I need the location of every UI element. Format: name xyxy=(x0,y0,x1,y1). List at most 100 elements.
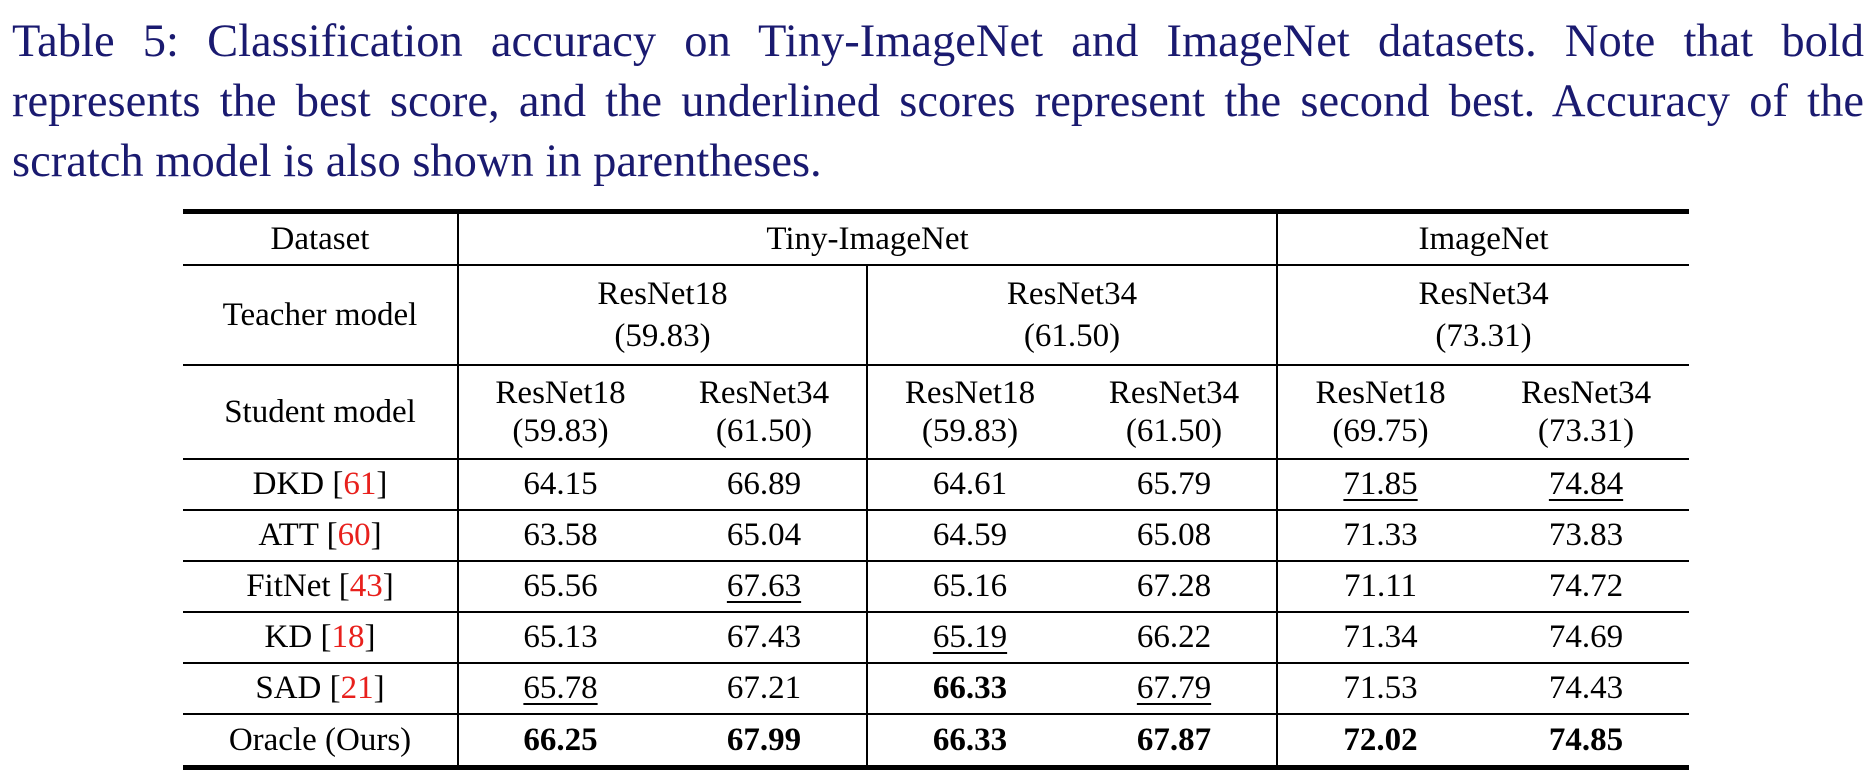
citation-bracket: ] xyxy=(373,670,385,706)
score-cell: 73.83 xyxy=(1483,510,1690,562)
teacher-acc: (61.50) xyxy=(1023,318,1121,354)
method-cell: ATT [60] xyxy=(183,510,459,562)
citation-link[interactable]: 21 xyxy=(340,670,374,706)
student-cell: ResNet18 (59.83) xyxy=(867,365,1072,460)
student-name: ResNet34 xyxy=(1108,375,1240,411)
method-cell: Oracle (Ours) xyxy=(183,714,459,770)
score-value: 66.22 xyxy=(1136,619,1212,655)
second-best-score: 74.84 xyxy=(1548,466,1624,502)
teacher-cell: ResNet34 (61.50) xyxy=(867,265,1279,366)
score-cell: 66.22 xyxy=(1072,612,1279,664)
student-acc: (59.83) xyxy=(921,413,1019,449)
score-cell: 71.11 xyxy=(1277,561,1484,613)
score-cell: 74.84 xyxy=(1483,459,1690,511)
score-cell: 65.16 xyxy=(867,561,1072,613)
score-cell: 66.89 xyxy=(662,459,868,511)
citation-link[interactable]: 60 xyxy=(337,517,371,553)
score-value: 65.16 xyxy=(932,568,1008,604)
best-score: 67.99 xyxy=(726,721,802,758)
score-value: 65.56 xyxy=(523,568,598,604)
score-cell: 74.43 xyxy=(1483,663,1690,715)
second-best-score: 67.79 xyxy=(1136,670,1212,706)
student-cell: ResNet18 (59.83) xyxy=(458,365,662,460)
score-value: 65.79 xyxy=(1136,466,1212,502)
citation-link[interactable]: 61 xyxy=(343,466,377,502)
citation-link[interactable]: 43 xyxy=(349,568,383,604)
student-acc: (61.50) xyxy=(1125,413,1223,449)
results-table: Dataset Tiny-ImageNet ImageNet Teacher m… xyxy=(183,209,1690,770)
method-name: SAD [ xyxy=(255,670,341,706)
student-acc: (61.50) xyxy=(715,413,813,449)
score-cell: 67.87 xyxy=(1072,714,1279,770)
method-cell: DKD [61] xyxy=(183,459,459,511)
score-cell: 67.99 xyxy=(662,714,868,770)
score-value: 73.83 xyxy=(1548,517,1624,553)
score-cell: 65.56 xyxy=(458,561,662,613)
best-score: 72.02 xyxy=(1343,721,1418,758)
method-cell: SAD [21] xyxy=(183,663,459,715)
score-cell: 65.19 xyxy=(867,612,1072,664)
score-cell: 65.79 xyxy=(1072,459,1279,511)
score-value: 71.53 xyxy=(1343,670,1418,706)
score-cell: 66.25 xyxy=(458,714,662,770)
score-value: 71.11 xyxy=(1344,568,1418,604)
second-best-score: 65.78 xyxy=(523,670,598,706)
score-value: 71.33 xyxy=(1343,517,1418,553)
score-cell: 71.53 xyxy=(1277,663,1484,715)
student-name: ResNet18 xyxy=(495,375,626,411)
method-name: KD [ xyxy=(264,619,332,655)
score-value: 74.72 xyxy=(1548,568,1624,604)
table-body: DKD [61] 64.15 66.89 64.61 65.79 71.85 74.84 AT… xyxy=(183,459,1690,770)
score-cell: 64.15 xyxy=(458,459,662,511)
table-row: DKD [61] 64.15 66.89 64.61 65.79 71.85 74.84 xyxy=(183,459,1690,511)
citation-link[interactable]: 18 xyxy=(331,619,365,655)
table-row: KD [18] 65.13 67.43 65.19 66.22 71.34 74.69 xyxy=(183,612,1690,664)
score-cell: 65.04 xyxy=(662,510,868,562)
student-name: ResNet34 xyxy=(1520,375,1652,411)
method-name: FitNet [ xyxy=(246,568,350,604)
best-score: 66.25 xyxy=(523,721,598,758)
score-cell: 74.85 xyxy=(1483,714,1690,770)
dataset-header-row: Dataset Tiny-ImageNet ImageNet xyxy=(183,209,1690,266)
score-value: 67.43 xyxy=(726,619,802,655)
score-value: 65.08 xyxy=(1136,517,1212,553)
teacher-cell: ResNet18 (59.83) xyxy=(458,265,868,366)
score-cell: 65.13 xyxy=(458,612,662,664)
second-best-score: 71.85 xyxy=(1343,466,1418,502)
student-cell: ResNet18 (69.75) xyxy=(1277,365,1484,460)
teacher-header-row: Teacher model ResNet18 (59.83) ResNet34 … xyxy=(183,265,1690,366)
dataset-imagenet: ImageNet xyxy=(1277,209,1690,266)
score-value: 65.13 xyxy=(523,619,598,655)
teacher-acc: (59.83) xyxy=(614,318,711,354)
score-value: 64.15 xyxy=(523,466,598,502)
student-cell: ResNet34 (73.31) xyxy=(1483,365,1690,460)
best-score: 74.85 xyxy=(1548,721,1624,758)
teacher-acc: (73.31) xyxy=(1435,318,1532,354)
student-label: Student model xyxy=(183,365,459,460)
score-value: 67.28 xyxy=(1136,568,1212,604)
best-score: 66.33 xyxy=(932,721,1008,758)
best-score: 66.33 xyxy=(932,670,1008,706)
second-best-score: 65.19 xyxy=(932,619,1008,655)
student-acc: (59.83) xyxy=(512,413,609,449)
score-cell: 63.58 xyxy=(458,510,662,562)
score-cell: 64.61 xyxy=(867,459,1072,511)
table-row: SAD [21] 65.78 67.21 66.33 67.79 71.53 74.43 xyxy=(183,663,1690,715)
citation-bracket: ] xyxy=(382,568,394,604)
student-cell: ResNet34 (61.50) xyxy=(1072,365,1279,460)
student-acc: (73.31) xyxy=(1537,413,1635,449)
citation-bracket: ] xyxy=(376,466,388,502)
student-cell: ResNet34 (61.50) xyxy=(662,365,868,460)
score-cell: 72.02 xyxy=(1277,714,1484,770)
student-header-row: Student model ResNet18 (59.83) ResNet34 (61… xyxy=(183,365,1690,460)
score-cell: 67.63 xyxy=(662,561,868,613)
score-value: 64.61 xyxy=(932,466,1008,502)
student-name: ResNet34 xyxy=(698,375,830,411)
score-cell: 65.08 xyxy=(1072,510,1279,562)
teacher-name: ResNet34 xyxy=(1418,276,1549,312)
score-value: 64.59 xyxy=(932,517,1008,553)
table-row: FitNet [43] 65.56 67.63 65.16 67.28 71.11 74.7… xyxy=(183,561,1690,613)
dataset-label: Dataset xyxy=(183,209,459,266)
teacher-label: Teacher model xyxy=(183,265,459,366)
method-name: DKD [ xyxy=(252,466,344,502)
